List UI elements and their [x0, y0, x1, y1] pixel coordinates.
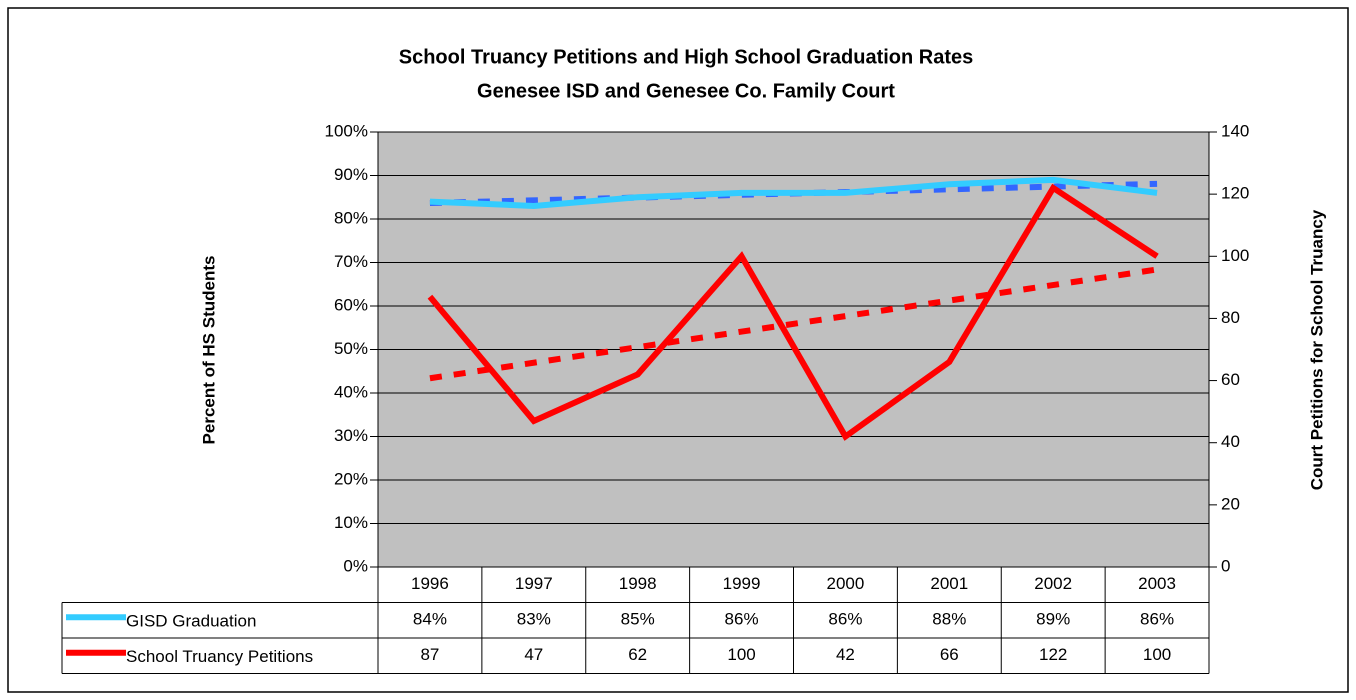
data-table-value: 86%	[828, 610, 862, 629]
data-table-value: 89%	[1036, 610, 1070, 629]
x-tick-label: 1998	[619, 574, 657, 593]
y2-tick-label: 60	[1221, 370, 1240, 389]
x-tick-label: 1999	[723, 574, 761, 593]
data-table-value: 84%	[413, 610, 447, 629]
y2-axis-title: Court Petitions for School Truancy	[1307, 209, 1326, 490]
y2-tick-label: 20	[1221, 494, 1240, 513]
y-tick-label: 90%	[334, 165, 368, 184]
y2-tick-label: 100	[1221, 246, 1249, 265]
y2-tick-label: 80	[1221, 308, 1240, 327]
trendline	[429, 266, 1158, 382]
y2-tick-label: 0	[1221, 556, 1230, 575]
data-table-value: 100	[727, 645, 755, 664]
y2-tick-label: 140	[1221, 121, 1249, 140]
x-tick-label: 2002	[1034, 574, 1072, 593]
chart-subtitle: Genesee ISD and Genesee Co. Family Court	[477, 80, 895, 102]
y-tick-label: 30%	[334, 426, 368, 445]
x-tick-label: 2003	[1138, 574, 1176, 593]
x-tick-label: 1996	[411, 574, 449, 593]
series-line	[427, 183, 1159, 441]
data-table-value: 88%	[932, 610, 966, 629]
chart-title: School Truancy Petitions and High School…	[399, 46, 974, 68]
series-line	[429, 176, 1158, 209]
y-axis-title: Percent of HS Students	[199, 256, 218, 445]
y-tick-label: 0%	[343, 556, 368, 575]
y-tick-label: 70%	[334, 252, 368, 271]
data-table-value: 62	[628, 645, 647, 664]
data-table-value: 100	[1143, 645, 1171, 664]
legend-label: GISD Graduation	[126, 612, 256, 631]
y-tick-label: 50%	[334, 339, 368, 358]
y-tick-label: 40%	[334, 382, 368, 401]
y2-tick-label: 120	[1221, 184, 1249, 203]
y-tick-label: 100%	[325, 121, 368, 140]
data-table-value: 42	[836, 645, 855, 664]
y2-tick-label: 40	[1221, 432, 1240, 451]
x-tick-label: 2001	[930, 574, 968, 593]
data-table-value: 83%	[517, 610, 551, 629]
y-tick-label: 60%	[334, 295, 368, 314]
legend-label: School Truancy Petitions	[126, 647, 313, 666]
x-tick-label: 2000	[827, 574, 865, 593]
data-table-value: 85%	[621, 610, 655, 629]
data-table-value: 66	[940, 645, 959, 664]
y-tick-label: 20%	[334, 469, 368, 488]
data-table-value: 122	[1039, 645, 1067, 664]
data-table-value: 47	[524, 645, 543, 664]
data-table-value: 86%	[725, 610, 759, 629]
data-table-value: 86%	[1140, 610, 1174, 629]
x-tick-label: 1997	[515, 574, 553, 593]
y-tick-label: 10%	[334, 513, 368, 532]
data-table-value: 87	[420, 645, 439, 664]
y-tick-label: 80%	[334, 208, 368, 227]
